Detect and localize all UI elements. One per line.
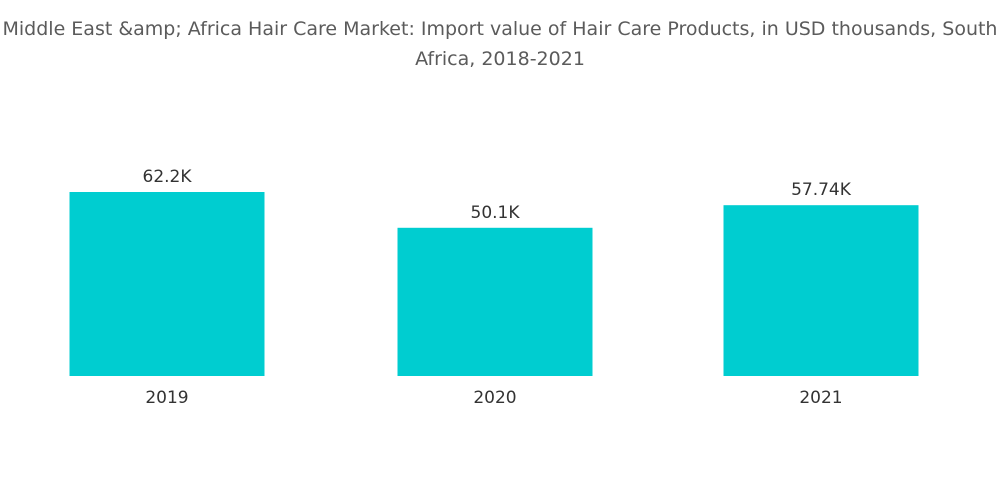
bar-2020 <box>397 227 593 376</box>
data-label-2020: 50.1K <box>471 203 521 223</box>
x-tick-label-2020: 2020 <box>473 388 516 408</box>
data-label-2019: 62.2K <box>143 167 193 187</box>
chart-title: Middle East &amp; Africa Hair Care Marke… <box>2 18 998 70</box>
bar-2021 <box>723 205 919 376</box>
x-tick-label-2019: 2019 <box>145 388 188 408</box>
data-label-2021: 57.74K <box>791 180 852 200</box>
x-tick-label-2021: 2021 <box>799 388 842 408</box>
bar-2019 <box>69 192 265 376</box>
